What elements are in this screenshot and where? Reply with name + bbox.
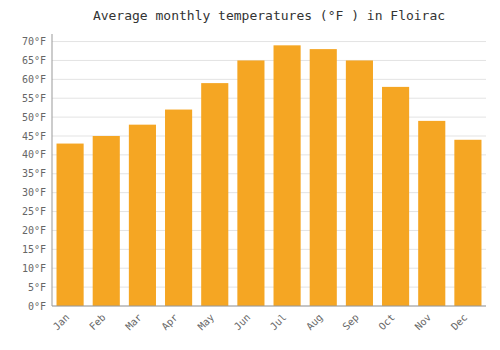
y-tick-label: 0°F [28, 301, 46, 312]
x-tick-labels: Jan Feb Mar Apr May Jun Jul Aug Sep Oct Nov Dec [51, 312, 469, 333]
bar [93, 136, 120, 306]
grid-line [52, 60, 486, 61]
y-tick-label: 50°F [22, 112, 46, 123]
x-tick-label: Aug [304, 312, 325, 333]
bar [237, 60, 264, 306]
y-grid [52, 42, 486, 306]
y-tick-label: 25°F [22, 206, 46, 217]
bar [346, 60, 373, 306]
y-tick-label: 40°F [22, 149, 46, 160]
x-tick-label: Dec [449, 312, 470, 333]
y-tick-label: 10°F [22, 263, 46, 274]
bar [274, 45, 301, 306]
y-tick-label: 65°F [22, 55, 46, 66]
grid-line [52, 98, 486, 99]
y-tick-label: 35°F [22, 168, 46, 179]
chart-title: Average monthly temperatures (°F ) in Fl… [93, 8, 445, 23]
bar [165, 110, 192, 306]
x-tick-label: Jun [232, 312, 253, 333]
y-tick-label: 15°F [22, 244, 46, 255]
y-tick-label: 55°F [22, 93, 46, 104]
y-tick-label: 45°F [22, 131, 46, 142]
x-tick-label: Sep [340, 312, 361, 333]
y-tick-label: 30°F [22, 187, 46, 198]
x-tick-label: Jan [51, 312, 72, 333]
x-axis-line [52, 306, 486, 307]
y-tick-label: 20°F [22, 225, 46, 236]
grid-line [52, 117, 486, 118]
y-tick-labels: 0°F 5°F 10°F 15°F 20°F 25°F 30°F 35°F 40°F 45°F 50… [22, 36, 46, 311]
bar [310, 49, 337, 306]
bar [418, 121, 445, 306]
grid-line [52, 306, 486, 307]
grid-line [52, 41, 486, 42]
grid-line [52, 79, 486, 80]
bar [129, 125, 156, 306]
bar [382, 87, 409, 306]
bars [57, 45, 482, 306]
bar [454, 140, 481, 306]
chart-svg: Average monthly temperatures (°F ) in Fl… [0, 0, 500, 350]
y-tick-label: 5°F [28, 282, 46, 293]
y-tick-label: 70°F [22, 36, 46, 47]
y-axis-line [52, 34, 53, 306]
x-tick-label: Nov [413, 312, 434, 333]
x-tick-label: May [196, 312, 217, 333]
chart-container: Average monthly temperatures (°F ) in Fl… [0, 0, 500, 350]
bar [201, 83, 228, 306]
x-tick-label: Mar [123, 312, 144, 333]
x-tick-label: Feb [87, 312, 108, 333]
x-tick-label: Apr [159, 312, 180, 333]
x-tick-label: Jul [268, 312, 289, 333]
y-tick-label: 60°F [22, 74, 46, 85]
bar [57, 144, 84, 306]
x-tick-label: Oct [376, 312, 397, 333]
